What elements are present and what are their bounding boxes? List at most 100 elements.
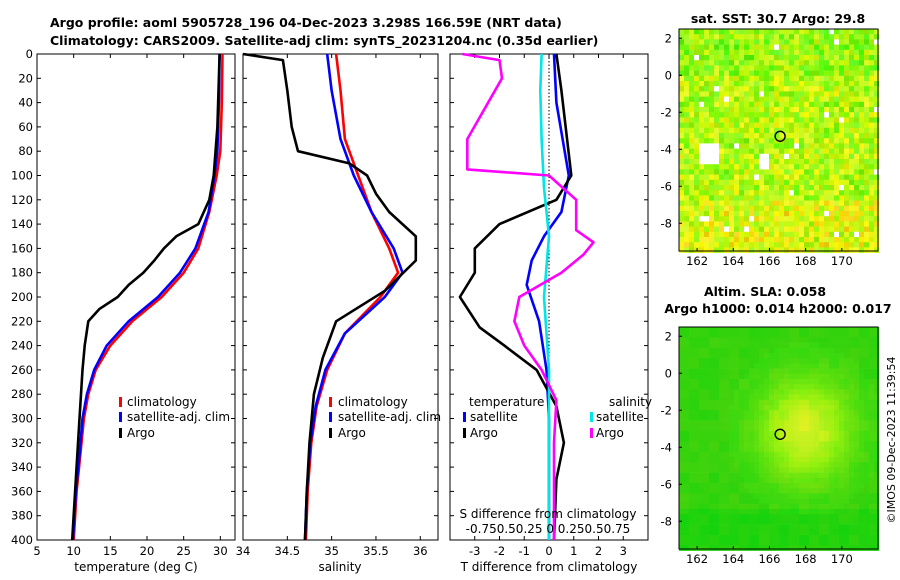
map-cell [819,451,825,458]
map-cell [859,133,865,139]
map-cell [799,117,805,123]
map-cell [679,410,685,416]
map-cell [724,237,730,243]
map-cell [799,242,805,248]
map-cell [869,363,875,369]
map-cell [794,117,800,123]
map-cell [854,425,860,432]
map-cell [844,540,850,546]
map-cell [729,91,735,97]
map-cell [869,200,875,207]
map-cell [744,75,750,82]
map-cell [714,159,720,165]
depth-tick-label: 20 [18,71,33,85]
map-cell [779,226,785,233]
map-cell [709,143,715,149]
map-cell [824,467,830,473]
map-cell [699,117,705,123]
map-cell [789,211,795,217]
map-cell [749,195,755,201]
map-cell [854,540,860,546]
map-cell [874,535,880,541]
map-cell [859,384,865,390]
map-cell [754,535,760,541]
map-cell [704,379,710,385]
map-cell [819,29,825,35]
map-cell [799,65,805,71]
map-cell [834,221,840,227]
map-cell [729,535,735,541]
map-cell [679,498,685,505]
map-cell [714,153,720,160]
map-cell [814,415,820,421]
map-cell [684,363,690,369]
map-cell [829,143,835,149]
map-cell [789,159,795,165]
map-cell [734,451,740,458]
map-cell [859,399,865,406]
map-cell [874,379,880,385]
map-cell [704,457,710,463]
map-cell [734,529,740,536]
map-cell [869,211,875,217]
map-cell [744,39,750,45]
map-cell [774,117,780,123]
map-cell [799,509,805,515]
map-cell [704,148,710,155]
map-cell [734,127,740,134]
map-cell [874,70,880,77]
map-cell [714,107,720,113]
map-cell [819,431,825,437]
map-cell [789,373,795,380]
map-cell [839,164,845,170]
map-cell [799,221,805,227]
map-cell [849,363,855,369]
map-cell [759,65,765,71]
map-cell [869,451,875,458]
map-cell [719,519,725,525]
map-cell [749,185,755,191]
map-cell [699,86,705,92]
map-cell [719,327,725,333]
argo-position-marker [774,130,786,142]
map-cell [869,358,875,364]
map-cell [819,514,825,520]
map-cell [874,462,880,468]
map-cell [714,327,720,333]
map-cell [834,498,840,505]
map-cell [824,483,830,489]
map-cell [854,179,860,186]
map-cell [869,488,875,494]
map-cell [774,75,780,82]
map-cell [824,107,830,113]
map-cell [729,211,735,217]
map-cell [679,524,685,531]
map-cell [874,529,880,536]
map-cell [864,81,870,87]
map-cell [809,394,815,401]
map-cell [834,514,840,520]
map-cell [854,39,860,45]
map-cell [684,509,690,515]
map-cell [849,221,855,227]
map-cell [799,535,805,541]
map-cell [779,96,785,103]
map-cell [689,353,695,359]
map-cell [869,148,875,155]
map-cell [734,226,740,233]
map-cell [769,431,775,437]
map-cell [794,190,800,196]
map-cell [734,509,740,515]
map-cell [709,399,715,406]
map-cell [824,29,830,35]
map-cell [689,509,695,515]
map-cell [684,379,690,385]
map-cell [834,457,840,463]
map-cell [809,498,815,505]
map-cell [819,363,825,369]
map-cell [849,529,855,536]
map-cell [804,498,810,505]
map-cell [704,112,710,118]
map-cell [819,332,825,338]
map-cell [689,55,695,61]
